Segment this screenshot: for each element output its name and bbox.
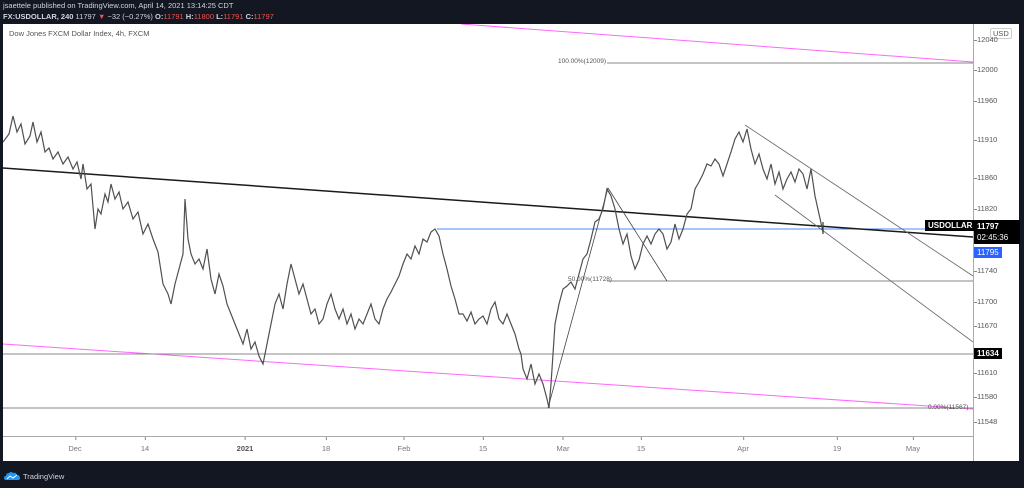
high-value: 11800 [193, 12, 214, 21]
symbol-info-line: FX:USDOLLAR, 240 11797 ▼ −32 (−0.27%) O:… [3, 12, 274, 21]
fib-swing-down [607, 187, 668, 282]
time-tick: Dec [68, 437, 82, 453]
price-tick: 11960 [973, 96, 998, 105]
price-tick: 11700 [973, 297, 998, 306]
close-label: C: [245, 12, 254, 21]
price-series [3, 115, 824, 409]
tradingview-logo[interactable]: TradingView [4, 471, 64, 481]
low-value: 11791 [223, 12, 244, 21]
blue-level-tag: 11795 [974, 247, 1002, 258]
brand-label: TradingView [23, 471, 65, 481]
price-tick: 11670 [973, 321, 998, 330]
publisher-line: jsaettele published on TradingView.com, … [3, 1, 234, 10]
bar-countdown: 02:45:36 [977, 233, 1009, 242]
price-tick: 11910 [973, 135, 998, 144]
high-label: H: [185, 12, 194, 21]
tradingview-cloud-icon [4, 472, 20, 480]
price-tick: 11820 [973, 204, 998, 213]
fib-label-100: 100.00%(12009) [558, 58, 607, 65]
level-11634-tag: 11634 [974, 348, 1002, 359]
low-label: L: [216, 12, 224, 21]
price-tick: 11610 [973, 368, 998, 377]
channel-upper-line [460, 24, 973, 63]
time-tick: May [905, 437, 921, 453]
open-label: O: [155, 12, 164, 21]
price-tick: 12000 [974, 65, 998, 74]
close-value: 11797 [253, 12, 274, 21]
symbol-label[interactable]: FX:USDOLLAR, 240 [3, 12, 74, 21]
fib-label-0: 0.00%(11567) [928, 404, 969, 411]
grey-channel-lower [774, 194, 973, 343]
footer: TradingView [0, 461, 1024, 488]
price-change: −32 (−0.27%) [107, 12, 153, 21]
chart-pane[interactable]: Dow Jones FXCM Dollar Index, 4h, FXCM 10… [3, 24, 1020, 462]
price-tick: 11860 [973, 173, 998, 182]
last-price-tag: 11797 02:45:36 [974, 220, 1020, 244]
price-plot[interactable] [3, 24, 973, 436]
time-tick: Apr [737, 437, 749, 453]
last-price-value: 11797 [977, 222, 999, 231]
open-value: 11791 [163, 12, 184, 21]
time-tick: 14 [140, 437, 150, 453]
time-tick: 18 [321, 437, 331, 453]
down-arrow-icon: ▼ [97, 12, 106, 21]
time-tick: 15 [478, 437, 488, 453]
grey-channel-upper [744, 124, 973, 277]
last-price: 11797 [75, 12, 96, 21]
currency-badge[interactable]: USD [990, 28, 1012, 39]
time-tick: Mar [556, 437, 570, 453]
time-tick: 19 [832, 437, 842, 453]
chart-header: jsaettele published on TradingView.com, … [0, 0, 1024, 24]
time-tick: 15 [636, 437, 646, 453]
channel-lower-line [3, 343, 973, 410]
time-tick: Feb [397, 437, 411, 453]
symbol-tag: USDOLLAR [925, 220, 976, 231]
time-tick: 2021 [236, 437, 254, 453]
fib-label-50: 50.00%(11728) [568, 276, 612, 283]
price-tick: 11548 [973, 417, 998, 426]
price-tick: 12040 [974, 35, 998, 44]
chart-title: Dow Jones FXCM Dollar Index, 4h, FXCM [9, 29, 150, 38]
price-tick: 11740 [973, 266, 998, 275]
price-tick: 11580 [973, 392, 998, 401]
time-axis[interactable]: Dec 14 2021 18 Feb 15 Mar 15 Apr 19 May [3, 436, 973, 462]
black-trendline [3, 167, 973, 238]
fib-swing-up [547, 187, 609, 409]
price-axis[interactable]: USD 12040 12000 11960 11910 11860 11820 … [973, 24, 1019, 461]
